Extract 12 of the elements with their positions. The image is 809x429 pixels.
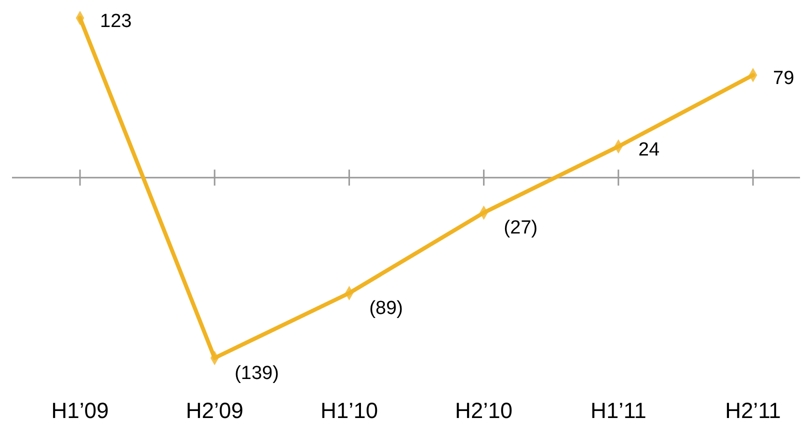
data-label: 24 (638, 139, 660, 160)
x-tick-label: H2’09 (186, 398, 244, 423)
data-label: (89) (369, 298, 403, 320)
data-label: (27) (504, 218, 538, 239)
x-tick-label: H1’10 (320, 398, 378, 423)
x-tick-label: H2’11 (725, 398, 781, 423)
data-label: (139) (234, 363, 279, 384)
data-label: 79 (773, 68, 794, 90)
x-tick-label: H1’11 (590, 398, 646, 423)
data-label: 123 (100, 11, 132, 32)
x-tick-label: H1’09 (51, 398, 109, 423)
x-tick-label: H2’10 (455, 398, 513, 423)
